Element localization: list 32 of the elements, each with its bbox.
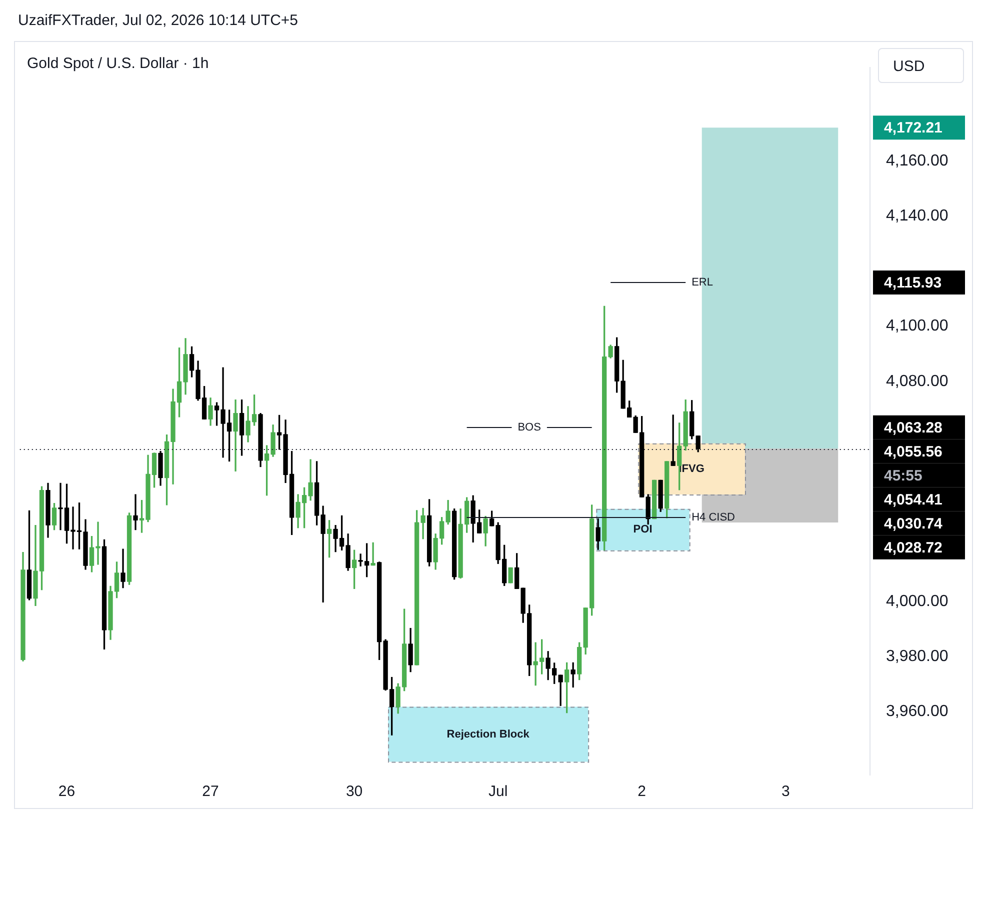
y-tick-label: 3,980.00 [886, 648, 948, 666]
ref-line-label: BOS [518, 422, 541, 434]
y-tick-label: 4,140.00 [886, 208, 948, 225]
y-tick-label: 3,960.00 [886, 703, 948, 720]
y-tick-label: 4,080.00 [886, 372, 948, 390]
y-tick-label: 4,160.00 [886, 152, 948, 170]
candlestick [120, 548, 126, 588]
text: 4,063.28 [884, 420, 942, 437]
text: 4,028.72 [884, 540, 942, 557]
x-tick-label: 30 [346, 783, 363, 800]
text: USD [878, 48, 964, 83]
ref-line-label: ERL [692, 276, 714, 289]
text: 4,115.93 [884, 274, 942, 292]
y-tick-label: 4,100.00 [886, 318, 948, 335]
x-tick-label: 3 [781, 783, 790, 800]
y-tick-label: 4,000.00 [886, 592, 948, 610]
band-label: Rejection Block [446, 728, 530, 740]
x-tick-label: 2 [638, 783, 646, 800]
text: 4,054.41 [884, 492, 942, 509]
x-tick-label: 26 [58, 783, 76, 800]
text: 4,172.21 [884, 120, 942, 137]
ref-line-label: H4 CISD [692, 512, 736, 524]
x-tick-label: 27 [202, 783, 219, 800]
candlestick [370, 542, 376, 566]
text: UzaifFXTrader, Jul 02, 2026 10:14 UTC+5 [18, 12, 298, 29]
text: 4,055.56 [884, 444, 942, 461]
candlestick [133, 494, 138, 530]
chart-title: Gold Spot / U.S. Dollar · 1h [27, 55, 209, 72]
x-tick-label: Jul [488, 783, 508, 800]
text: 45:55 [884, 468, 922, 485]
band-label: POI [633, 524, 652, 536]
text: 4,030.74 [884, 516, 944, 533]
